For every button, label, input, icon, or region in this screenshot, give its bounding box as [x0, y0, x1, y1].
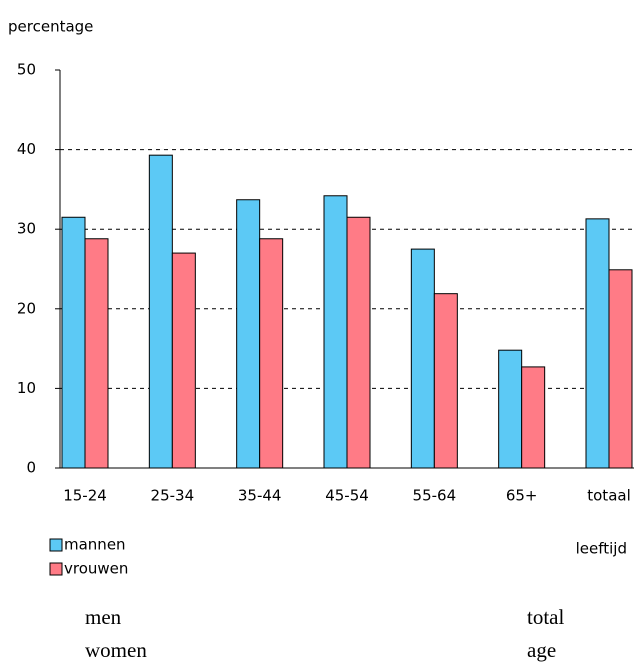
bar [433, 293, 458, 469]
x-tick-label: 55-64 [413, 487, 457, 505]
bar [259, 238, 284, 469]
bar [410, 248, 435, 469]
annotation: total [527, 605, 564, 629]
y-tick-label: 10 [17, 379, 36, 397]
bar [521, 366, 546, 469]
x-tick-label: 45-54 [325, 487, 369, 505]
y-tick-label: 0 [26, 459, 36, 477]
bar [608, 269, 633, 469]
x-tick-label: 35-44 [238, 487, 282, 505]
legend-label: vrouwen [64, 560, 128, 578]
bar [585, 218, 610, 469]
y-tick-label: 20 [17, 299, 36, 317]
x-tick-label: totaal [587, 487, 631, 505]
bar [61, 216, 86, 469]
legend-swatch [49, 538, 63, 552]
legend-label: mannen [64, 536, 126, 554]
y-axis-label: percentage [8, 18, 93, 36]
bar [323, 195, 348, 469]
y-tick-label: 30 [17, 220, 36, 238]
y-tick-label: 50 [17, 61, 36, 79]
annotation: age [527, 638, 556, 662]
bar [236, 199, 261, 469]
bar [148, 154, 173, 469]
x-tick-label: 65+ [506, 487, 538, 505]
bar [346, 216, 371, 469]
annotation: men [85, 605, 122, 629]
x-axis-label: leeftijd [576, 540, 627, 558]
y-tick-label: 40 [17, 140, 36, 158]
legend-swatch [49, 562, 63, 576]
bar [171, 252, 196, 469]
x-tick-label: 25-34 [151, 487, 195, 505]
x-tick-label: 15-24 [63, 487, 107, 505]
bar [498, 349, 523, 469]
bar [84, 238, 109, 469]
annotation: women [85, 638, 147, 662]
